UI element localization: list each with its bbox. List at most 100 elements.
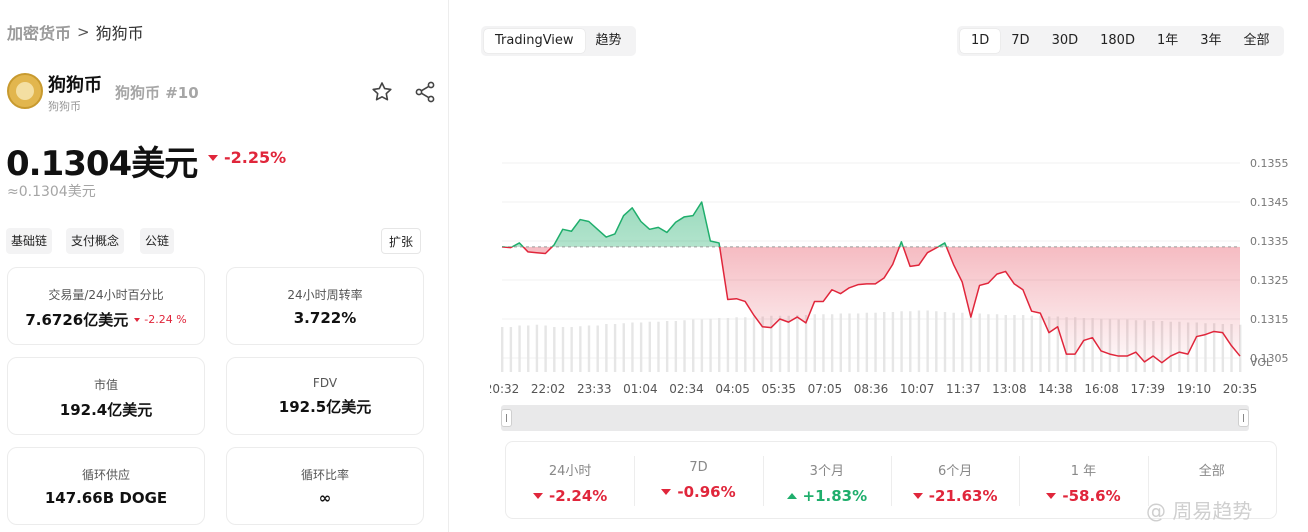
volume-bar	[683, 320, 686, 372]
tag-payment[interactable]: 支付概念	[66, 228, 125, 254]
y-tick-label: 0.1335	[1250, 235, 1289, 248]
performance-value: -58.6%	[1062, 487, 1121, 505]
down-arrow-icon	[533, 493, 544, 499]
share-icon[interactable]	[413, 80, 437, 104]
x-tick-label: 20:32	[490, 382, 519, 396]
performance-value-row: -21.63%	[891, 487, 1019, 505]
y-tick-label: 0.1305	[1250, 352, 1289, 365]
down-arrow-icon	[912, 493, 923, 499]
breadcrumb-current: 狗狗币	[95, 24, 144, 43]
volume-bar	[856, 313, 860, 372]
stat-change: -2.24 %	[134, 313, 187, 326]
stat-card-mcap: 市值 192.4亿美元	[7, 357, 205, 435]
range-all[interactable]: 全部	[1243, 33, 1270, 48]
range-handle-left[interactable]	[501, 409, 512, 427]
performance-value: +1.83%	[802, 487, 868, 505]
coin-logo	[7, 73, 43, 109]
range-1d[interactable]: 1D	[960, 29, 1001, 53]
volume-bar	[1039, 315, 1042, 372]
x-tick-label: 02:34	[669, 382, 704, 396]
y-tick-label: 0.1345	[1250, 196, 1289, 209]
performance-item: 7D -0.96%	[634, 442, 762, 518]
volume-axis-label: VOL	[1250, 356, 1273, 369]
volume-bar	[943, 312, 947, 372]
x-tick-label: 23:33	[577, 382, 612, 396]
performance-label: 6个月	[938, 464, 973, 479]
breadcrumb-separator: >	[77, 23, 90, 41]
breadcrumb-root-link[interactable]: 加密货币	[7, 24, 72, 43]
stat-value: 3.722%	[293, 309, 357, 327]
range-handle-right[interactable]	[1238, 409, 1249, 427]
volume-bar	[935, 311, 938, 372]
volume-bar	[535, 324, 539, 372]
x-tick-label: 16:08	[1084, 382, 1119, 396]
chart-range-scrollbar[interactable]	[501, 405, 1249, 431]
volume-bar	[796, 315, 799, 372]
y-tick-label: 0.1315	[1250, 313, 1289, 326]
range-180d[interactable]: 180D	[1100, 33, 1135, 48]
volume-bar	[822, 314, 825, 372]
volume-bar	[1091, 318, 1094, 372]
star-icon[interactable]	[370, 80, 394, 104]
x-tick-label: 13:08	[992, 382, 1027, 396]
volume-bar	[770, 315, 773, 372]
stat-label: 交易量/24小时百分比	[48, 288, 164, 302]
volume-bar	[1212, 323, 1216, 372]
volume-bar	[874, 312, 877, 372]
range-1y[interactable]: 1年	[1156, 33, 1179, 48]
volume-bar	[744, 317, 747, 372]
down-arrow-icon	[208, 154, 218, 161]
volume-bar	[787, 315, 790, 372]
stat-card-fdv: FDV 192.5亿美元	[226, 357, 424, 435]
volume-bar	[995, 314, 999, 372]
x-tick-label: 11:37	[946, 382, 981, 396]
performance-item: 24小时 -2.24%	[506, 442, 634, 518]
tag-public-chain[interactable]: 公链	[140, 228, 175, 254]
performance-label: 全部	[1198, 464, 1225, 479]
range-30d[interactable]: 30D	[1051, 33, 1079, 48]
volume-bar	[813, 314, 816, 372]
volume-bar	[665, 321, 669, 372]
volume-bar	[952, 312, 955, 372]
price-area-down	[502, 246, 1240, 363]
x-tick-label: 08:36	[854, 382, 889, 396]
volume-bar	[752, 316, 756, 372]
volume-bar	[848, 313, 851, 372]
x-tick-label: 17:39	[1130, 382, 1165, 396]
stat-card-supply: 循环供应 147.66B DOGE	[7, 447, 205, 525]
performance-value: -21.63%	[928, 487, 998, 505]
performance-value-row: -58.6%	[1019, 487, 1147, 505]
volume-bar	[900, 311, 903, 372]
stat-label: 市值	[93, 378, 118, 392]
volume-bar	[692, 319, 695, 372]
volume-bar	[1021, 315, 1025, 372]
expand-button[interactable]: 扩张	[381, 228, 422, 254]
volume-bar	[978, 313, 981, 372]
volume-bar	[648, 321, 651, 372]
volume-bar	[891, 312, 895, 372]
stat-value: 192.4亿美元	[59, 401, 153, 419]
volume-bar	[1047, 316, 1051, 372]
volume-bar	[579, 326, 582, 372]
volume-bar	[1230, 324, 1233, 372]
tab-trend[interactable]: 趋势	[595, 33, 622, 48]
volume-bar	[587, 325, 591, 372]
tab-tradingview[interactable]: TradingView	[484, 29, 585, 53]
volume-bar	[639, 322, 643, 372]
volume-bar	[1004, 315, 1007, 372]
volume-bar	[509, 327, 513, 372]
range-7d[interactable]: 7D	[1011, 33, 1030, 48]
stat-change-value: -2.24 %	[144, 313, 187, 326]
stat-value: 7.6726亿美元	[25, 311, 129, 329]
volume-bar	[830, 314, 834, 372]
range-3y[interactable]: 3年	[1200, 33, 1222, 48]
performance-summary: 24小时 -2.24% 7D -0.96% 3个月 +1.83% 6个月 -21.63% 1 年…	[505, 441, 1277, 519]
price-change-value: -2.25%	[224, 148, 287, 167]
x-tick-label: 07:05	[808, 382, 843, 396]
volume-bar	[501, 327, 504, 372]
volume-bar	[613, 324, 617, 372]
tag-base-chain[interactable]: 基础链	[6, 228, 53, 254]
volume-bar	[527, 325, 530, 372]
volume-bar	[1204, 323, 1207, 372]
